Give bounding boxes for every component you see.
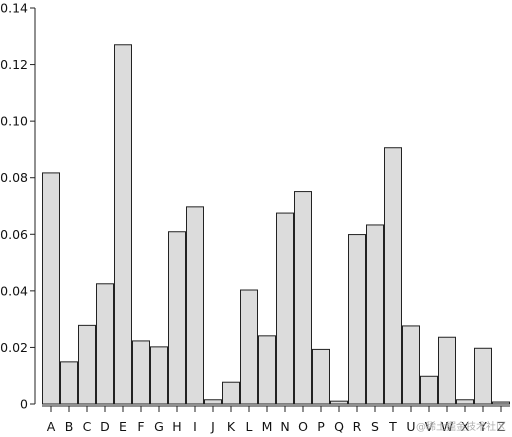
x-tick-label-G: G <box>154 419 164 434</box>
bar-D <box>96 283 114 405</box>
bar-P <box>312 348 330 405</box>
bar-B <box>60 361 78 405</box>
x-tick-label-E: E <box>119 419 127 434</box>
y-tick-label: 0.14 <box>0 1 28 16</box>
x-tick-label-V: V <box>425 419 434 434</box>
bar-A <box>42 172 60 405</box>
bar-H <box>168 231 186 405</box>
x-tick-label-Y: Y <box>478 419 487 434</box>
x-tick-label-D: D <box>100 419 110 434</box>
x-tick-label-A: A <box>47 419 56 434</box>
x-tick-label-P: P <box>317 419 325 434</box>
y-tick-label: 0.06 <box>0 227 28 242</box>
x-tick-label-K: K <box>227 419 236 434</box>
bar-O <box>294 191 312 405</box>
bar-Z <box>492 401 510 405</box>
bar-M <box>258 335 276 405</box>
y-tick-label: 0.12 <box>0 57 28 72</box>
x-tick-label-Z: Z <box>497 419 506 434</box>
bar-N <box>276 212 294 405</box>
x-tick-label-Q: Q <box>334 419 344 434</box>
x-tick-label-C: C <box>83 419 92 434</box>
watermark-text: @稀土掘金技术社区 <box>416 422 506 433</box>
y-axis: 0 0.02 0.04 0.06 0.08 0.10 0.12 0.14 <box>0 1 36 412</box>
y-tick-label: 0 <box>20 397 28 412</box>
y-tick-label: 0.04 <box>0 283 28 298</box>
x-tick-label-J: J <box>210 419 215 434</box>
bar-L <box>240 289 258 405</box>
y-tick-label: 0.10 <box>0 114 28 129</box>
bars-group <box>42 44 510 405</box>
bar-X <box>456 399 474 405</box>
x-tick-label-T: T <box>388 419 397 434</box>
bar-E <box>114 44 132 405</box>
bar-W <box>438 336 456 405</box>
x-tick-label-H: H <box>172 419 181 434</box>
x-tick-label-S: S <box>371 419 379 434</box>
bar-K <box>222 381 240 405</box>
x-tick-label-M: M <box>262 419 273 434</box>
x-tick-label-U: U <box>406 419 415 434</box>
x-tick-label-F: F <box>137 419 144 434</box>
bar-U <box>402 325 420 405</box>
bar-Y <box>474 347 492 405</box>
bar-I <box>186 206 204 405</box>
x-tick-label-L: L <box>246 419 253 434</box>
bar-R <box>348 234 366 405</box>
x-tick-label-X: X <box>461 419 470 434</box>
bar-V <box>420 375 438 405</box>
x-tick-label-I: I <box>193 419 197 434</box>
x-tick-label-B: B <box>65 419 74 434</box>
x-tick-label-W: W <box>441 419 453 434</box>
bar-S <box>366 224 384 405</box>
bar-J <box>204 399 222 405</box>
bar-F <box>132 340 150 405</box>
x-tick-label-O: O <box>298 419 308 434</box>
bar-Q <box>330 400 348 405</box>
bar-T <box>384 147 402 405</box>
x-tick-label-R: R <box>353 419 362 434</box>
y-tick-label: 0.02 <box>0 340 28 355</box>
bar-C <box>78 324 96 405</box>
bar-G <box>150 346 168 405</box>
y-tick-label: 0.08 <box>0 170 28 185</box>
x-tick-label-N: N <box>280 419 289 434</box>
